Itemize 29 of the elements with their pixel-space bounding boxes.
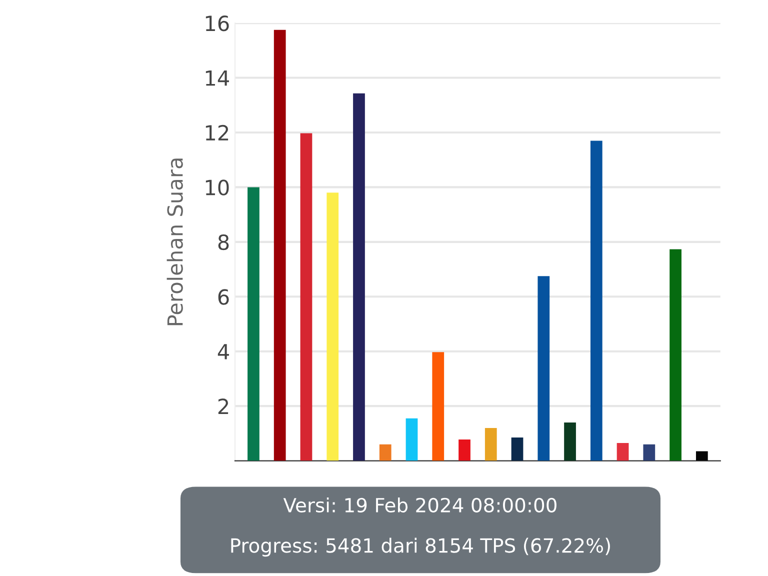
bar: [670, 249, 682, 461]
bar: [406, 418, 418, 461]
bar: [379, 444, 392, 461]
text: Versi: 19 Feb 2024 08:00:00: [283, 497, 556, 513]
y-tick-label: 8: [218, 234, 229, 250]
y-tick-label: 10: [206, 180, 229, 196]
bar: [432, 352, 444, 461]
y-tick-label: 12: [206, 124, 228, 140]
bar: [538, 276, 550, 461]
bar: [643, 444, 656, 461]
bar: [564, 422, 576, 461]
bar: [248, 187, 260, 461]
bar: [484, 428, 497, 461]
bar: [696, 451, 708, 461]
bar: [590, 140, 602, 461]
bar: [274, 30, 286, 461]
y-tick-label: 6: [218, 289, 229, 305]
y-tick-label: 2: [218, 398, 228, 414]
bar: [616, 443, 629, 461]
y-tick-label: 4: [218, 344, 229, 360]
bar: [353, 93, 365, 461]
bar: [326, 192, 339, 461]
y-axis-title: Perolehan Suara: [166, 158, 183, 326]
y-tick-label: 16: [206, 15, 229, 32]
bar: [300, 133, 312, 461]
text: Progress: 5481 dari 8154 TPS (67.22%): [231, 538, 610, 557]
bar: [458, 439, 470, 461]
y-tick-label: 14: [206, 70, 229, 86]
bar: [511, 438, 524, 461]
